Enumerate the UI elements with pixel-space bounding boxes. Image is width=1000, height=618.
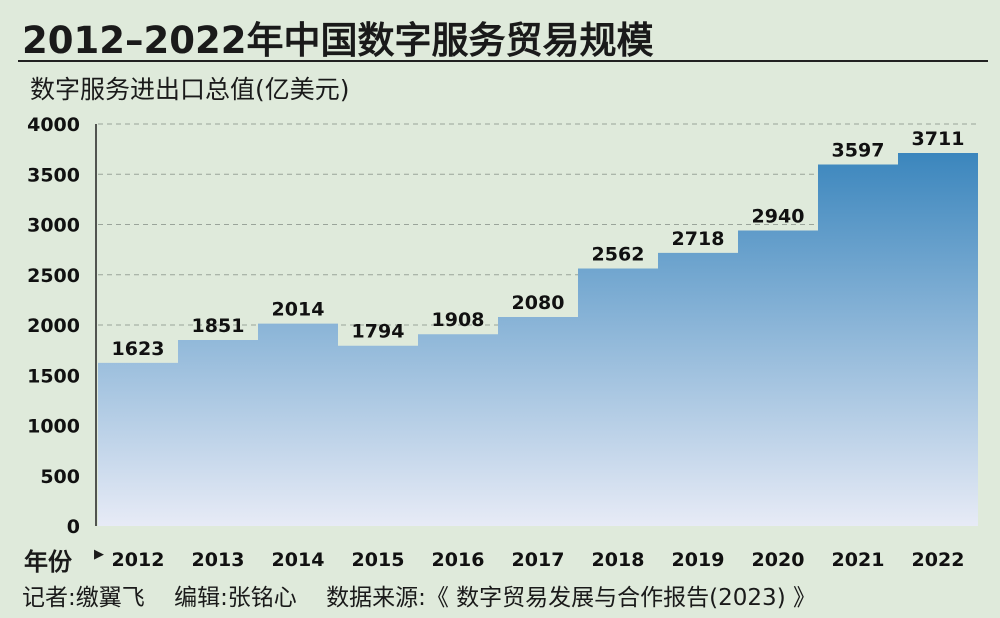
x-tick-label: 2018 xyxy=(592,549,645,571)
y-tick-label: 2500 xyxy=(27,265,80,287)
x-axis-label: 年份 xyxy=(24,548,72,576)
y-tick-label: 1000 xyxy=(27,416,80,438)
data-label: 3711 xyxy=(912,128,965,150)
x-tick-label: 2020 xyxy=(752,549,805,571)
data-label: 1623 xyxy=(112,338,165,360)
source-credit: 数据来源:《 数字贸易发展与合作报告(2023) 》 xyxy=(326,585,816,611)
x-tick-label: 2012 xyxy=(112,549,165,571)
editor-credit: 编辑:张铭心 xyxy=(174,585,297,611)
y-axis-unit-label: 数字服务进出口总值(亿美元) xyxy=(30,75,350,104)
y-tick-label: 0 xyxy=(67,516,80,538)
data-label: 2562 xyxy=(592,244,645,266)
data-label: 1851 xyxy=(192,315,245,337)
x-tick-label: 2022 xyxy=(912,549,965,571)
data-label: 2718 xyxy=(672,228,725,250)
data-label: 2940 xyxy=(752,206,805,228)
y-tick-label: 4000 xyxy=(27,114,80,136)
footer-credits: 记者:缴翼飞 编辑:张铭心 数据来源:《 数字贸易发展与合作报告(2023) 》 xyxy=(22,578,838,612)
y-tick-label: 500 xyxy=(40,466,80,488)
data-labels: 1623 1851 2014 1794 1908 2080 2562 2718 2940 3597… xyxy=(112,128,965,360)
data-label: 3597 xyxy=(832,140,885,162)
x-tick-label: 2015 xyxy=(352,549,405,571)
x-tick-label: 2021 xyxy=(832,549,885,571)
data-label: 2014 xyxy=(272,299,325,321)
y-tick-label: 1500 xyxy=(27,365,80,387)
x-tick-labels: 2012 2013 2014 2015 2016 2017 2018 2019 2020 2021… xyxy=(112,549,965,571)
y-tick-label: 2000 xyxy=(27,315,80,337)
data-label: 2080 xyxy=(512,292,565,314)
x-tick-label: 2019 xyxy=(672,549,725,571)
data-label: 1908 xyxy=(432,309,485,331)
x-axis-arrow-icon: ▶ xyxy=(94,547,104,562)
x-tick-label: 2016 xyxy=(432,549,485,571)
y-tick-label: 3500 xyxy=(27,164,80,186)
area-series xyxy=(98,153,978,526)
x-tick-label: 2014 xyxy=(272,549,325,571)
y-tick-label: 3000 xyxy=(27,215,80,237)
reporter-credit: 记者:缴翼飞 xyxy=(22,585,145,611)
data-label: 1794 xyxy=(352,321,405,343)
x-tick-label: 2017 xyxy=(512,549,565,571)
title-divider xyxy=(18,60,988,62)
page-title: 2012–2022年中国数字服务贸易规模 xyxy=(22,19,654,62)
x-tick-label: 2013 xyxy=(192,549,245,571)
y-tick-labels: 0 500 1000 1500 2000 2500 3000 3500 4000 xyxy=(27,114,80,538)
